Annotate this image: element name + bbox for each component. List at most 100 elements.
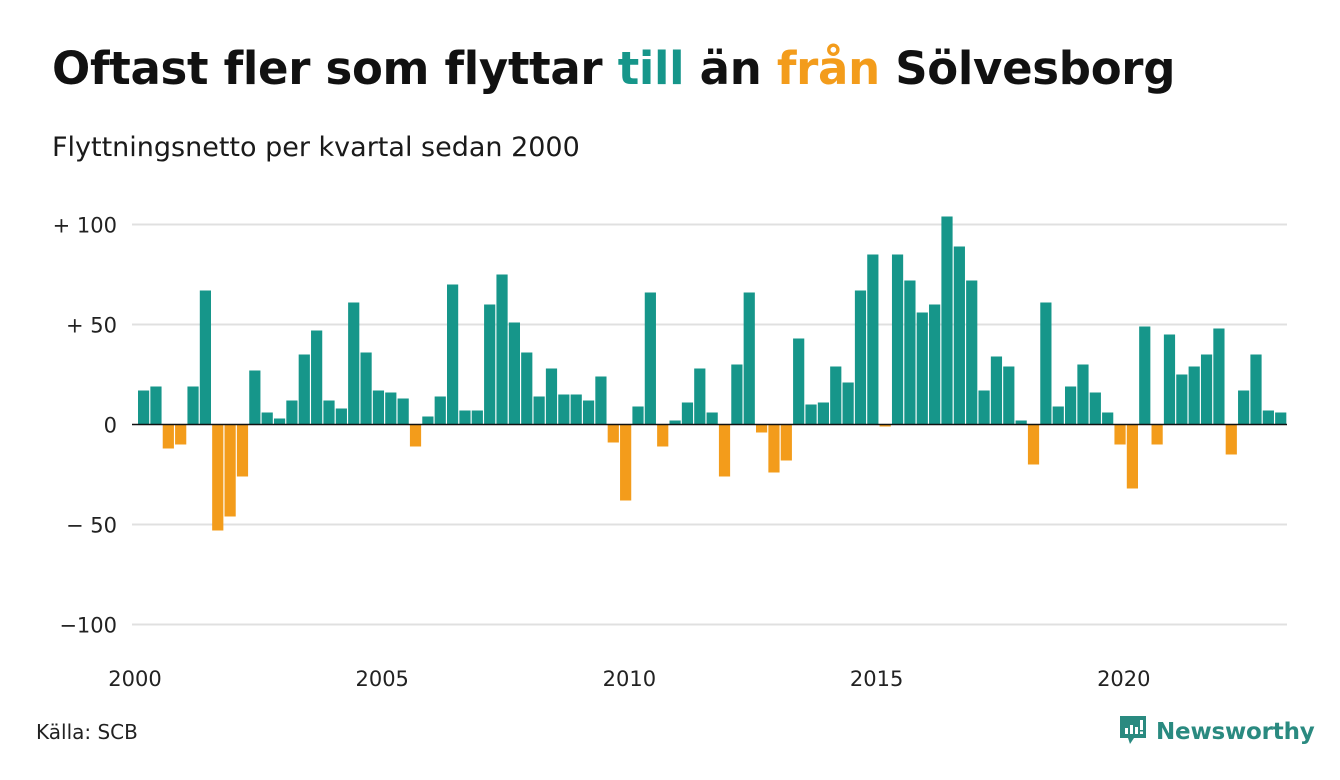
bar: [249, 370, 261, 425]
bar: [793, 338, 805, 425]
bar: [669, 420, 681, 425]
bar: [891, 254, 904, 425]
bar: [1176, 374, 1188, 425]
brand-logo: Newsworthy: [1118, 714, 1315, 750]
bar: [681, 402, 694, 425]
bar: [212, 424, 224, 531]
y-tick-label: + 100: [53, 214, 117, 238]
bar: [533, 396, 545, 425]
bar: [459, 410, 471, 425]
bar: [595, 376, 607, 425]
bar: [187, 386, 199, 425]
bar: [298, 354, 310, 425]
bar: [756, 424, 768, 433]
bar: [286, 400, 298, 425]
bar: [570, 394, 582, 425]
bar: [273, 418, 286, 425]
bar: [694, 368, 706, 425]
bar: [805, 404, 817, 425]
bar: [224, 424, 236, 517]
bar: [978, 390, 990, 425]
bar: [335, 408, 347, 425]
bar: [1225, 424, 1237, 455]
bar: [1188, 366, 1200, 425]
bar: [1250, 354, 1262, 425]
bar: [953, 246, 965, 425]
bar: [1213, 328, 1225, 425]
bar: [1151, 424, 1163, 445]
brand-name: Newsworthy: [1156, 719, 1315, 745]
bar: [1262, 410, 1274, 425]
title-text: Sölvesborg: [879, 42, 1176, 95]
chart-title: Oftast fler som flyttar till än från Söl…: [52, 42, 1175, 95]
x-tick-label: 2005: [355, 667, 408, 691]
bar: [1040, 302, 1052, 425]
bar: [175, 424, 187, 445]
title-text: Oftast fler som flyttar: [52, 42, 618, 95]
newsworthy-logo-icon: [1118, 714, 1148, 750]
y-tick-label: + 50: [66, 314, 117, 338]
x-tick-label: 2020: [1097, 667, 1150, 691]
source-label: Källa: SCB: [36, 720, 138, 744]
title-text: än: [684, 42, 777, 95]
bar: [138, 390, 150, 425]
bar: [1003, 366, 1015, 425]
bar: [830, 366, 842, 425]
bar: [409, 424, 422, 447]
bar: [471, 410, 483, 425]
bar: [311, 330, 323, 425]
title-highlight-from: från: [776, 42, 880, 95]
y-tick-label: 0: [104, 414, 117, 438]
x-axis-ticks: 2000 2005 2010 2015 2020: [108, 667, 1150, 691]
bar: [879, 424, 891, 427]
bar: [632, 406, 644, 425]
bar: [990, 356, 1003, 425]
bar: [422, 416, 434, 425]
bar: [731, 364, 743, 425]
bar: [644, 292, 656, 425]
bar: [348, 302, 360, 425]
bar: [545, 368, 558, 425]
x-tick-label: 2000: [108, 667, 161, 691]
bar: [150, 386, 162, 425]
bar: [1052, 406, 1064, 425]
bar: [1065, 386, 1077, 425]
chart-subtitle: Flyttningsnetto per kvartal sedan 2000: [52, 132, 580, 163]
bar: [558, 394, 570, 425]
bar: [323, 400, 335, 425]
y-axis-ticks: + 100 + 50 0 − 50 −100: [53, 214, 117, 638]
bar: [1126, 424, 1138, 489]
bar: [1102, 412, 1114, 425]
bar: [434, 396, 446, 425]
bar: [1200, 354, 1213, 425]
bar: [397, 398, 409, 425]
x-tick-label: 2015: [850, 667, 903, 691]
bar: [372, 390, 385, 425]
bar: [916, 312, 928, 425]
bar: [768, 424, 780, 473]
bar: [1089, 392, 1101, 425]
bar: [842, 382, 854, 425]
bar: [508, 322, 520, 425]
bar: [657, 424, 669, 447]
bar: [521, 352, 533, 425]
bar: [780, 424, 792, 461]
bar: [496, 274, 508, 425]
title-highlight-to: till: [617, 42, 685, 95]
y-tick-label: − 50: [66, 514, 117, 538]
y-tick-label: −100: [59, 614, 117, 638]
bar: [854, 290, 867, 425]
bar: [236, 424, 249, 477]
bar: [904, 280, 916, 425]
bar: [1027, 424, 1040, 465]
bar: [1275, 412, 1287, 425]
bar: [607, 424, 619, 443]
bar: [867, 254, 879, 425]
bars: [138, 216, 1287, 531]
bar: [582, 400, 595, 425]
gridlines: [132, 223, 1287, 626]
bar: [718, 424, 731, 477]
bar: [199, 290, 211, 425]
x-tick-label: 2010: [603, 667, 656, 691]
